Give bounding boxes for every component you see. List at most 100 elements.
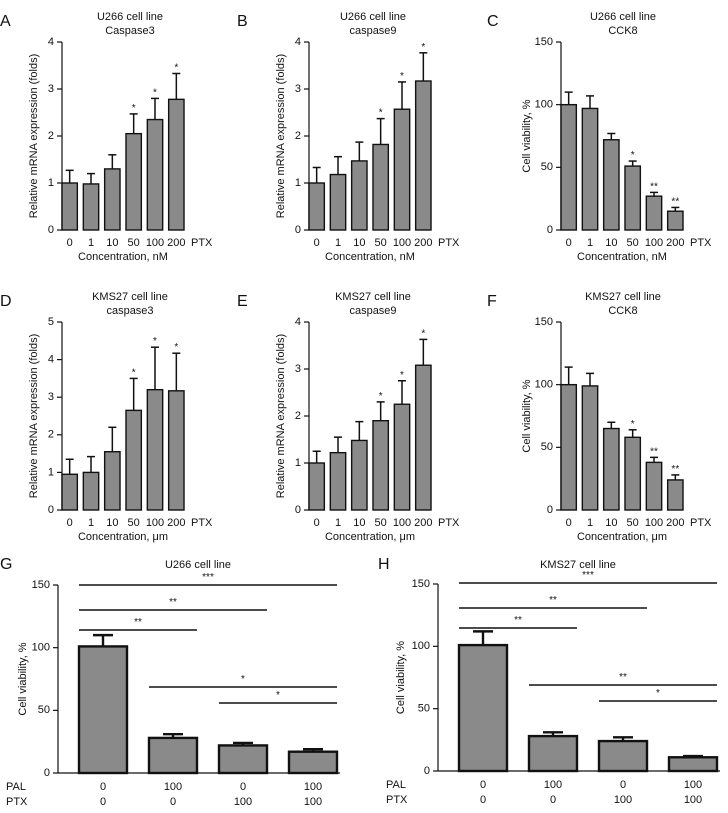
y-tick-label: 1 [48,466,54,478]
y-tick-label: 0 [547,224,553,236]
x-tick-label: 200 [666,517,684,529]
chart-title: U266 cell line [590,11,656,23]
significance-marker: ** [650,446,658,457]
bar [167,98,185,231]
y-tick-label: 150 [32,579,50,591]
y-axis-label: Cell viability, % [395,641,407,714]
x-tick-label: 10 [106,237,118,249]
x-tick-label: 50 [627,517,639,529]
x-tick-label: 0 [67,237,73,249]
bar [61,473,79,511]
group-label-ptx: 0 [550,794,556,806]
y-tick-label: 2 [48,130,54,142]
comparison-label: ** [619,672,627,683]
y-tick-label: 3 [295,83,301,95]
treatment-label: PTX [438,517,460,529]
comparison-label: *** [582,570,594,581]
group-label-ptx: 100 [684,794,702,806]
group-label-pal: 100 [684,779,702,791]
y-tick-label: 50 [418,703,430,715]
x-axis-label: Concentration, nM [325,251,415,263]
bar [393,108,411,231]
y-tick-label: 150 [535,36,553,48]
y-tick-label: 0 [424,765,430,777]
panel-letter: D [0,293,12,310]
group-label-pal: 0 [240,781,246,793]
panel-G: G U266 cell line 0 50 100 150 Cell viability, … [0,556,340,808]
bar [393,403,411,511]
bar [666,479,684,511]
y-axis-label: Relative mRNA expression (folds) [275,54,287,218]
bar [61,182,79,231]
y-tick-label: 50 [38,704,50,716]
x-tick-label: 200 [666,237,684,249]
group-label-ptx: 100 [234,796,252,808]
x-tick-label: 200 [414,237,432,249]
significance-marker: * [421,42,425,53]
bar [667,756,719,773]
bar [125,409,143,511]
bar [103,168,121,231]
bar [146,118,164,231]
x-tick-label: 200 [167,237,185,249]
chart-title: U266 cell line [97,11,163,23]
y-tick-label: 50 [541,161,553,173]
panel-H: H KMS27 cell line 0 50 100 150 Cell viability,… [378,556,720,806]
bar [308,182,326,231]
x-tick-label: 100 [645,517,663,529]
y-tick-label: 2 [48,429,54,441]
significance-marker: * [400,370,404,381]
significance-marker: * [132,367,136,378]
y-tick-label: 150 [535,316,553,328]
chart-subtitle: CCK8 [608,305,637,317]
x-tick-label: 10 [353,237,365,249]
bar [329,173,347,231]
x-tick-label: 0 [314,237,320,249]
bar [82,471,100,511]
x-axis-label: Concentration, μm [325,531,415,543]
bar [372,420,390,511]
x-tick-label: 100 [393,517,411,529]
x-tick-label: 1 [88,237,94,249]
bar [167,390,185,511]
bar [597,739,649,773]
chart-title: KMS27 cell line [585,291,661,303]
group-label-pal: 100 [544,779,562,791]
x-tick-label: 200 [414,517,432,529]
panel-letter: E [237,293,248,310]
y-tick-label: 2 [295,410,301,422]
chart-title: U266 cell line [340,11,406,23]
bar [125,132,143,231]
bar [457,643,509,773]
x-tick-label: 0 [566,517,572,529]
y-tick-label: 4 [295,36,301,48]
significance-marker: * [153,87,157,98]
bar [146,388,164,511]
bar [287,750,339,775]
panel-letter: A [0,13,11,30]
y-tick-label: 0 [48,224,54,236]
group-label-ptx: 0 [480,794,486,806]
y-tick-label: 50 [541,441,553,453]
significance-marker: ** [671,464,679,475]
bar [645,461,663,511]
row-label-ptx: PTX [6,796,28,808]
row-label-pal: PAL [6,781,26,793]
x-axis-label: Concentration, μm [78,531,168,543]
y-tick-label: 4 [48,36,54,48]
y-tick-label: 3 [48,391,54,403]
significance-marker: * [174,342,178,353]
significance-marker: * [631,150,635,161]
y-axis-label: Relative mRNA expression (folds) [28,334,40,498]
bar [372,143,390,231]
x-tick-label: 1 [335,237,341,249]
x-tick-label: 1 [335,517,341,529]
y-tick-label: 100 [535,379,553,391]
panel-E: E KMS27 cell line caspase9 0 1 2 3 4 Relative mR… [237,291,460,543]
comparison-label: *** [202,572,214,583]
x-tick-label: 0 [566,237,572,249]
bar [645,195,663,231]
